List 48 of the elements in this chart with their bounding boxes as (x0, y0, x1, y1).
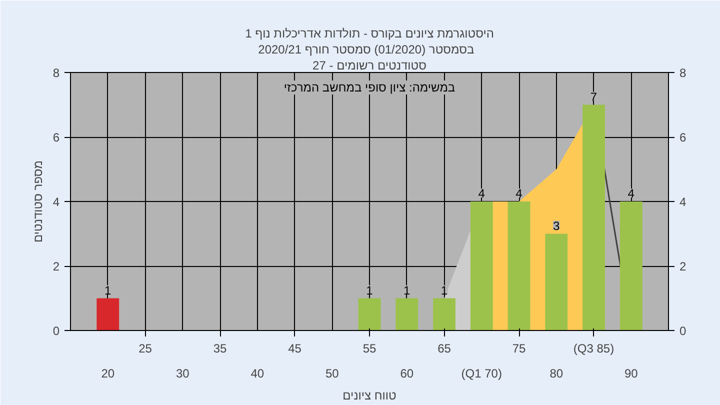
x-tick-label: 20 (101, 366, 115, 380)
data-label: 4 (516, 186, 523, 200)
bar (508, 202, 530, 330)
y-tick-label: 4 (52, 195, 60, 209)
y-axis-title: מספר סטודנטים (30, 160, 45, 243)
x-tick-label: (Q1 70) (461, 366, 502, 380)
x-tick-label: (Q3 85) (573, 342, 614, 356)
data-label: 7 (590, 90, 598, 104)
annotation: במשימה: ציון סופי במחשב המרכזי (284, 80, 456, 94)
y2-tick-label: 6 (680, 130, 686, 144)
x-tick-label: 90 (624, 366, 638, 380)
y-tick-label: 0 (52, 324, 60, 338)
data-label: 1 (104, 283, 112, 298)
x-tick-label: 30 (176, 366, 190, 380)
x-tick-label: 80 (550, 366, 564, 380)
data-label: 4 (478, 186, 486, 200)
y2-tick-label: 0 (680, 324, 686, 338)
y2-tick-label: 2 (680, 260, 686, 274)
bar (396, 298, 418, 330)
data-label: 4 (628, 186, 635, 200)
x-tick-label: 45 (288, 342, 302, 356)
y2-tick-label: 8 (680, 66, 686, 80)
text: סטודנטים רשומים - 27 (312, 58, 427, 72)
data-label: 1 (366, 283, 374, 298)
y2-tick-label: 4 (680, 195, 686, 209)
data-label: 1 (440, 283, 448, 298)
y-tick-label: 8 (52, 66, 60, 80)
y-tick-label: 2 (52, 260, 60, 274)
data-label: 3 (553, 218, 560, 233)
x-tick-label: 60 (400, 366, 414, 380)
bar (582, 104, 605, 330)
chart-title: היסטוגרמת ציונים בקורס - תולדות אדריכלות נוף 1 (245, 26, 494, 40)
data-label: 1 (404, 283, 411, 298)
x-tick-label: 40 (250, 366, 264, 380)
bar (433, 298, 456, 330)
x-tick-label: 25 (138, 342, 152, 356)
y-tick-label: 6 (52, 130, 60, 144)
x-tick-label: 55 (362, 342, 376, 356)
x-tick-label: 65 (438, 342, 452, 356)
bar (96, 298, 120, 330)
x-axis-title: טווח ציונים (342, 388, 397, 402)
chart-subtitle: בסמסטר (01/2020) סמסטר חורף 2020/21 (258, 42, 474, 56)
x-tick-label: 35 (213, 342, 227, 356)
bar (358, 298, 381, 330)
bar (620, 202, 642, 330)
x-tick-label: 75 (512, 342, 526, 356)
x-tick-label: 50 (325, 366, 340, 380)
bar (545, 234, 568, 330)
